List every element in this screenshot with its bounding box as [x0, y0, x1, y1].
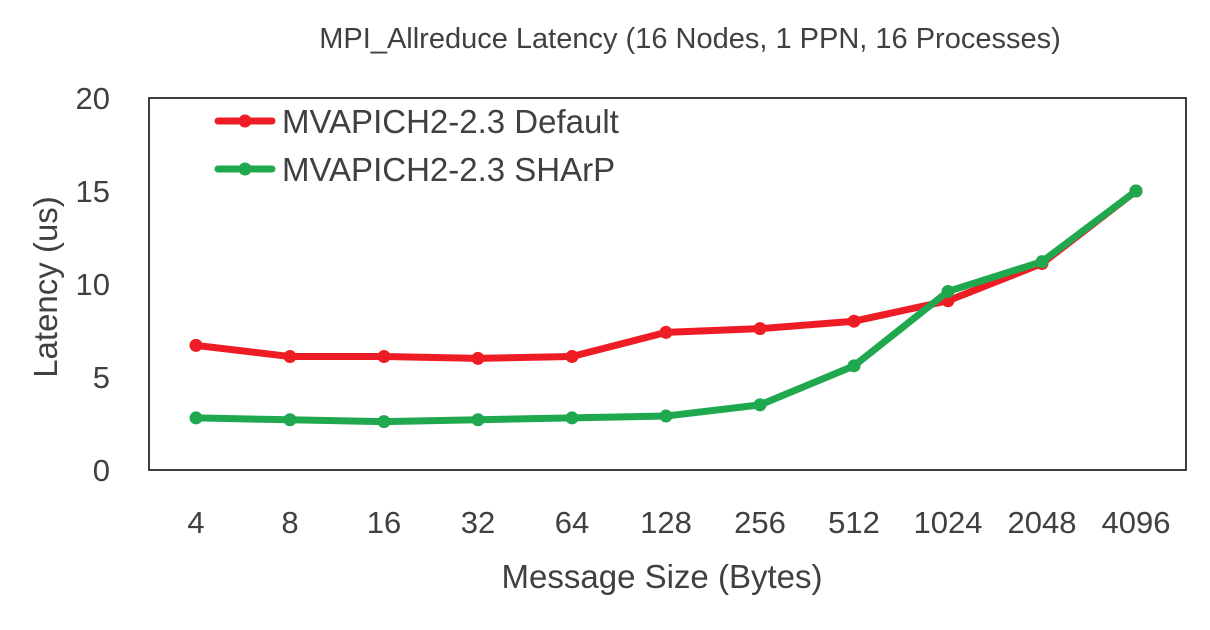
data-point	[659, 325, 673, 339]
data-point	[377, 415, 391, 429]
data-point	[659, 409, 673, 423]
series-2	[189, 184, 1143, 429]
data-point	[283, 413, 297, 427]
legend-swatch-marker	[238, 114, 252, 128]
data-point	[471, 351, 485, 365]
data-point	[471, 413, 485, 427]
legend-label: MVAPICH2-2.3 Default	[282, 103, 619, 140]
series-line	[192, 187, 1140, 426]
data-point	[189, 411, 203, 425]
data-point	[753, 398, 767, 412]
x-tick-label: 64	[555, 505, 589, 540]
x-tick-label: 2048	[1008, 505, 1077, 540]
chart-title: MPI_Allreduce Latency (16 Nodes, 1 PPN, …	[319, 23, 1060, 55]
legend-swatch-marker	[238, 162, 252, 176]
y-tick-label: 0	[93, 453, 110, 488]
y-tick-label: 15	[76, 174, 110, 209]
x-tick-label: 4	[187, 505, 204, 540]
y-tick-label: 10	[76, 267, 110, 302]
x-tick-label: 8	[281, 505, 298, 540]
data-point	[847, 314, 861, 328]
series-layer	[189, 184, 1143, 429]
x-tick-label: 256	[734, 505, 786, 540]
legend: MVAPICH2-2.3 Default MVAPICH2-2.3 SHArP	[214, 103, 619, 188]
data-point	[283, 350, 297, 364]
y-axis-ticks: 0 5 10 15 20	[76, 81, 110, 488]
y-tick-label: 5	[93, 360, 110, 395]
legend-label: MVAPICH2-2.3 SHArP	[282, 151, 615, 188]
x-tick-label: 32	[461, 505, 495, 540]
x-tick-label: 4096	[1102, 505, 1171, 540]
data-point	[1129, 184, 1143, 198]
y-tick-label: 20	[76, 81, 110, 116]
data-point	[1035, 255, 1049, 269]
legend-item: MVAPICH2-2.3 Default	[214, 103, 619, 140]
data-point	[189, 338, 203, 352]
y-axis-label: Latency (us)	[27, 196, 64, 378]
x-axis-ticks: 4 8 16 32 64 128 256 512 1024 2048 4096	[187, 505, 1170, 540]
data-point	[941, 284, 955, 298]
x-tick-label: 16	[367, 505, 401, 540]
x-axis-label: Message Size (Bytes)	[502, 558, 823, 595]
legend-item: MVAPICH2-2.3 SHArP	[214, 151, 615, 188]
x-tick-label: 1024	[914, 505, 983, 540]
x-tick-label: 512	[828, 505, 880, 540]
data-point	[377, 350, 391, 364]
data-point	[753, 322, 767, 336]
data-point	[847, 359, 861, 373]
data-point	[565, 411, 579, 425]
x-tick-label: 128	[640, 505, 692, 540]
data-point	[565, 350, 579, 364]
plot-area-frame	[148, 97, 1187, 471]
